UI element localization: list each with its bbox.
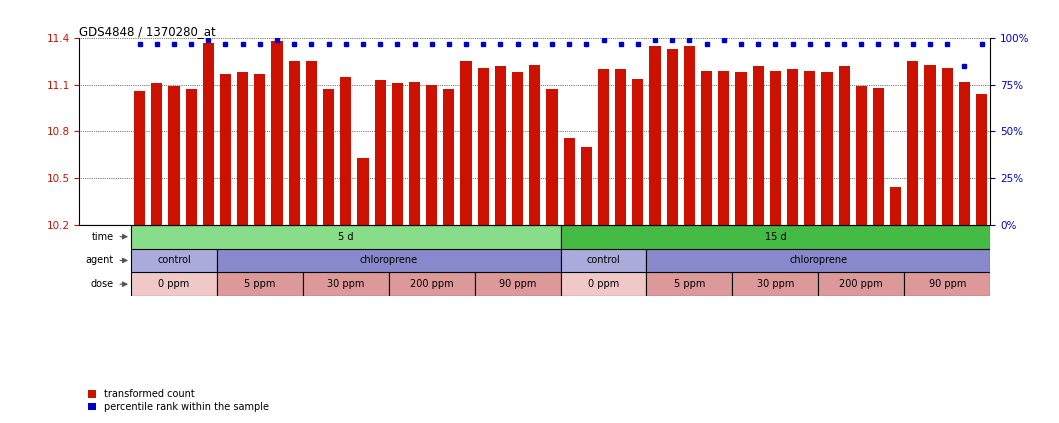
Bar xyxy=(131,249,217,272)
Bar xyxy=(426,85,437,225)
Text: dose: dose xyxy=(91,279,113,289)
Text: 0 ppm: 0 ppm xyxy=(158,279,190,289)
Bar xyxy=(389,272,474,296)
Bar xyxy=(340,77,352,225)
Bar xyxy=(254,74,266,225)
Bar xyxy=(770,71,780,225)
Bar xyxy=(131,272,217,296)
Bar xyxy=(615,69,626,225)
Text: control: control xyxy=(587,255,621,266)
Bar xyxy=(735,72,747,225)
Bar xyxy=(151,83,162,225)
Bar xyxy=(804,71,815,225)
Bar xyxy=(306,61,317,225)
Bar xyxy=(958,82,970,225)
Bar xyxy=(560,249,646,272)
Bar xyxy=(667,49,678,225)
Bar xyxy=(323,89,335,225)
Bar xyxy=(220,74,231,225)
Bar xyxy=(563,137,575,225)
Bar xyxy=(819,272,904,296)
Bar xyxy=(598,69,609,225)
Text: agent: agent xyxy=(86,255,113,266)
Bar xyxy=(701,71,713,225)
Bar xyxy=(461,61,471,225)
Text: 90 ppm: 90 ppm xyxy=(499,279,536,289)
Bar xyxy=(839,66,849,225)
Bar xyxy=(495,66,506,225)
Text: 5 ppm: 5 ppm xyxy=(674,279,705,289)
Bar xyxy=(513,72,523,225)
Bar xyxy=(904,272,990,296)
Bar xyxy=(185,89,197,225)
Bar xyxy=(733,272,819,296)
Bar xyxy=(718,71,730,225)
Bar xyxy=(890,187,901,225)
Bar xyxy=(753,66,764,225)
Text: 30 ppm: 30 ppm xyxy=(327,279,364,289)
Bar xyxy=(202,43,214,225)
Bar xyxy=(856,86,867,225)
Bar xyxy=(649,46,661,225)
Text: 15 d: 15 d xyxy=(765,232,786,242)
Bar xyxy=(925,65,935,225)
Bar xyxy=(560,272,646,296)
Bar xyxy=(646,272,733,296)
Bar xyxy=(134,91,145,225)
Bar xyxy=(303,272,389,296)
Bar xyxy=(237,72,248,225)
Bar xyxy=(646,249,990,272)
Bar xyxy=(976,94,987,225)
Bar xyxy=(873,88,884,225)
Text: 5 d: 5 d xyxy=(338,232,354,242)
Bar xyxy=(375,80,385,225)
Text: GDS4848 / 1370280_at: GDS4848 / 1370280_at xyxy=(79,25,216,38)
Bar xyxy=(941,68,953,225)
Text: control: control xyxy=(157,255,191,266)
Text: 200 ppm: 200 ppm xyxy=(840,279,883,289)
Bar xyxy=(474,272,560,296)
Bar xyxy=(444,89,454,225)
Text: 200 ppm: 200 ppm xyxy=(410,279,453,289)
Bar xyxy=(409,82,420,225)
Bar xyxy=(822,72,832,225)
Text: 30 ppm: 30 ppm xyxy=(757,279,794,289)
Bar xyxy=(580,147,592,225)
Bar xyxy=(632,79,644,225)
Text: 5 ppm: 5 ppm xyxy=(245,279,275,289)
Bar xyxy=(392,83,402,225)
Bar xyxy=(168,86,180,225)
Bar xyxy=(217,272,303,296)
Text: 90 ppm: 90 ppm xyxy=(929,279,966,289)
Bar xyxy=(271,41,283,225)
Bar xyxy=(357,158,369,225)
Text: chloroprene: chloroprene xyxy=(360,255,418,266)
Bar xyxy=(131,225,560,249)
Bar xyxy=(560,225,990,249)
Bar xyxy=(908,61,918,225)
Text: chloroprene: chloroprene xyxy=(789,255,847,266)
Bar xyxy=(289,61,300,225)
Bar xyxy=(530,65,540,225)
Bar xyxy=(217,249,560,272)
Bar xyxy=(684,46,695,225)
Text: time: time xyxy=(92,232,113,242)
Legend: transformed count, percentile rank within the sample: transformed count, percentile rank withi… xyxy=(85,385,272,416)
Bar xyxy=(478,68,489,225)
Bar xyxy=(787,69,798,225)
Bar xyxy=(546,89,558,225)
Text: 0 ppm: 0 ppm xyxy=(588,279,620,289)
